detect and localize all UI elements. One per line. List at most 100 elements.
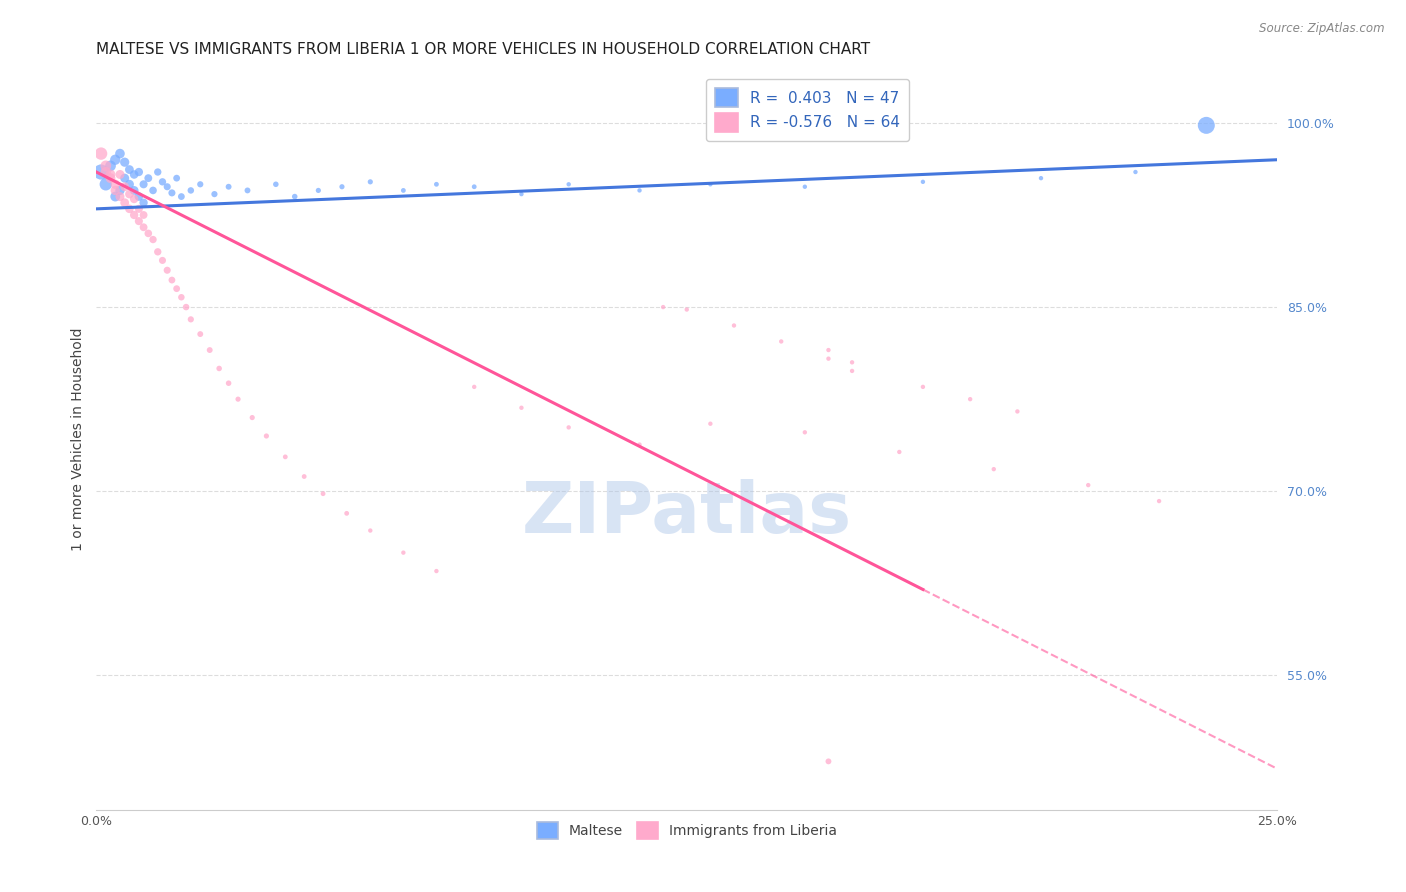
Point [160,273,183,287]
Point [817,351,839,366]
Point [841,364,863,378]
Point [122,192,145,206]
Point [312,486,335,500]
Point [188,327,211,342]
Point [1147,494,1170,508]
Point [122,183,145,197]
Point [817,343,839,357]
Point [142,233,165,247]
Point [100,171,122,186]
Point [132,220,155,235]
Point [307,183,329,197]
Point [359,524,381,538]
Point [142,183,165,197]
Point [392,183,415,197]
Point [94,178,117,192]
Point [132,195,155,210]
Point [911,175,934,189]
Point [817,755,839,769]
Point [208,361,231,376]
Point [392,546,415,560]
Point [198,343,221,357]
Point [699,417,721,431]
Point [122,208,145,222]
Point [264,178,287,192]
Point [128,189,150,203]
Text: Source: ZipAtlas.com: Source: ZipAtlas.com [1260,22,1385,36]
Point [166,282,188,296]
Point [146,165,169,179]
Point [160,186,183,200]
Point [218,376,240,391]
Point [152,175,174,189]
Point [108,189,131,203]
Point [128,214,150,228]
Point [793,179,815,194]
Point [652,300,675,314]
Point [170,189,193,203]
Point [100,168,122,182]
Point [510,187,533,202]
Point [114,171,136,186]
Point [1029,171,1052,186]
Point [983,462,1005,476]
Point [204,187,226,202]
Point [699,178,721,192]
Point [770,334,793,349]
Point [463,380,485,394]
Point [359,175,381,189]
Point [174,300,197,314]
Point [170,290,193,304]
Point [336,507,359,521]
Point [156,263,179,277]
Point [959,392,981,406]
Point [122,168,145,182]
Point [146,244,169,259]
Point [180,312,202,326]
Point [132,208,155,222]
Point [114,195,136,210]
Point [114,155,136,169]
Point [128,202,150,216]
Point [132,178,155,192]
Point [104,178,127,192]
Point [118,178,141,192]
Point [94,165,117,179]
Point [1077,478,1099,492]
Point [136,227,159,241]
Point [1125,165,1147,179]
Text: MALTESE VS IMMIGRANTS FROM LIBERIA 1 OR MORE VEHICLES IN HOUSEHOLD CORRELATION C: MALTESE VS IMMIGRANTS FROM LIBERIA 1 OR … [97,42,870,57]
Point [510,401,533,415]
Point [128,165,150,179]
Point [1007,404,1029,418]
Y-axis label: 1 or more Vehicles in Household: 1 or more Vehicles in Household [72,327,86,551]
Point [218,179,240,194]
Point [152,253,174,268]
Point [180,183,202,197]
Point [118,162,141,177]
Point [90,165,112,179]
Point [118,202,141,216]
Point [723,318,745,333]
Point [240,410,263,425]
Point [104,189,127,203]
Point [425,564,447,578]
Point [463,179,485,194]
Point [114,179,136,194]
Point [628,183,651,197]
Point [90,146,112,161]
Point [889,445,911,459]
Text: ZIPatlas: ZIPatlas [522,479,852,548]
Point [156,179,179,194]
Point [793,425,815,440]
Point [136,171,159,186]
Point [557,420,579,434]
Point [236,183,259,197]
Point [118,187,141,202]
Point [100,159,122,173]
Point [108,146,131,161]
Point [254,429,277,443]
Legend: Maltese, Immigrants from Liberia: Maltese, Immigrants from Liberia [531,816,842,845]
Point [274,450,297,464]
Point [675,302,697,317]
